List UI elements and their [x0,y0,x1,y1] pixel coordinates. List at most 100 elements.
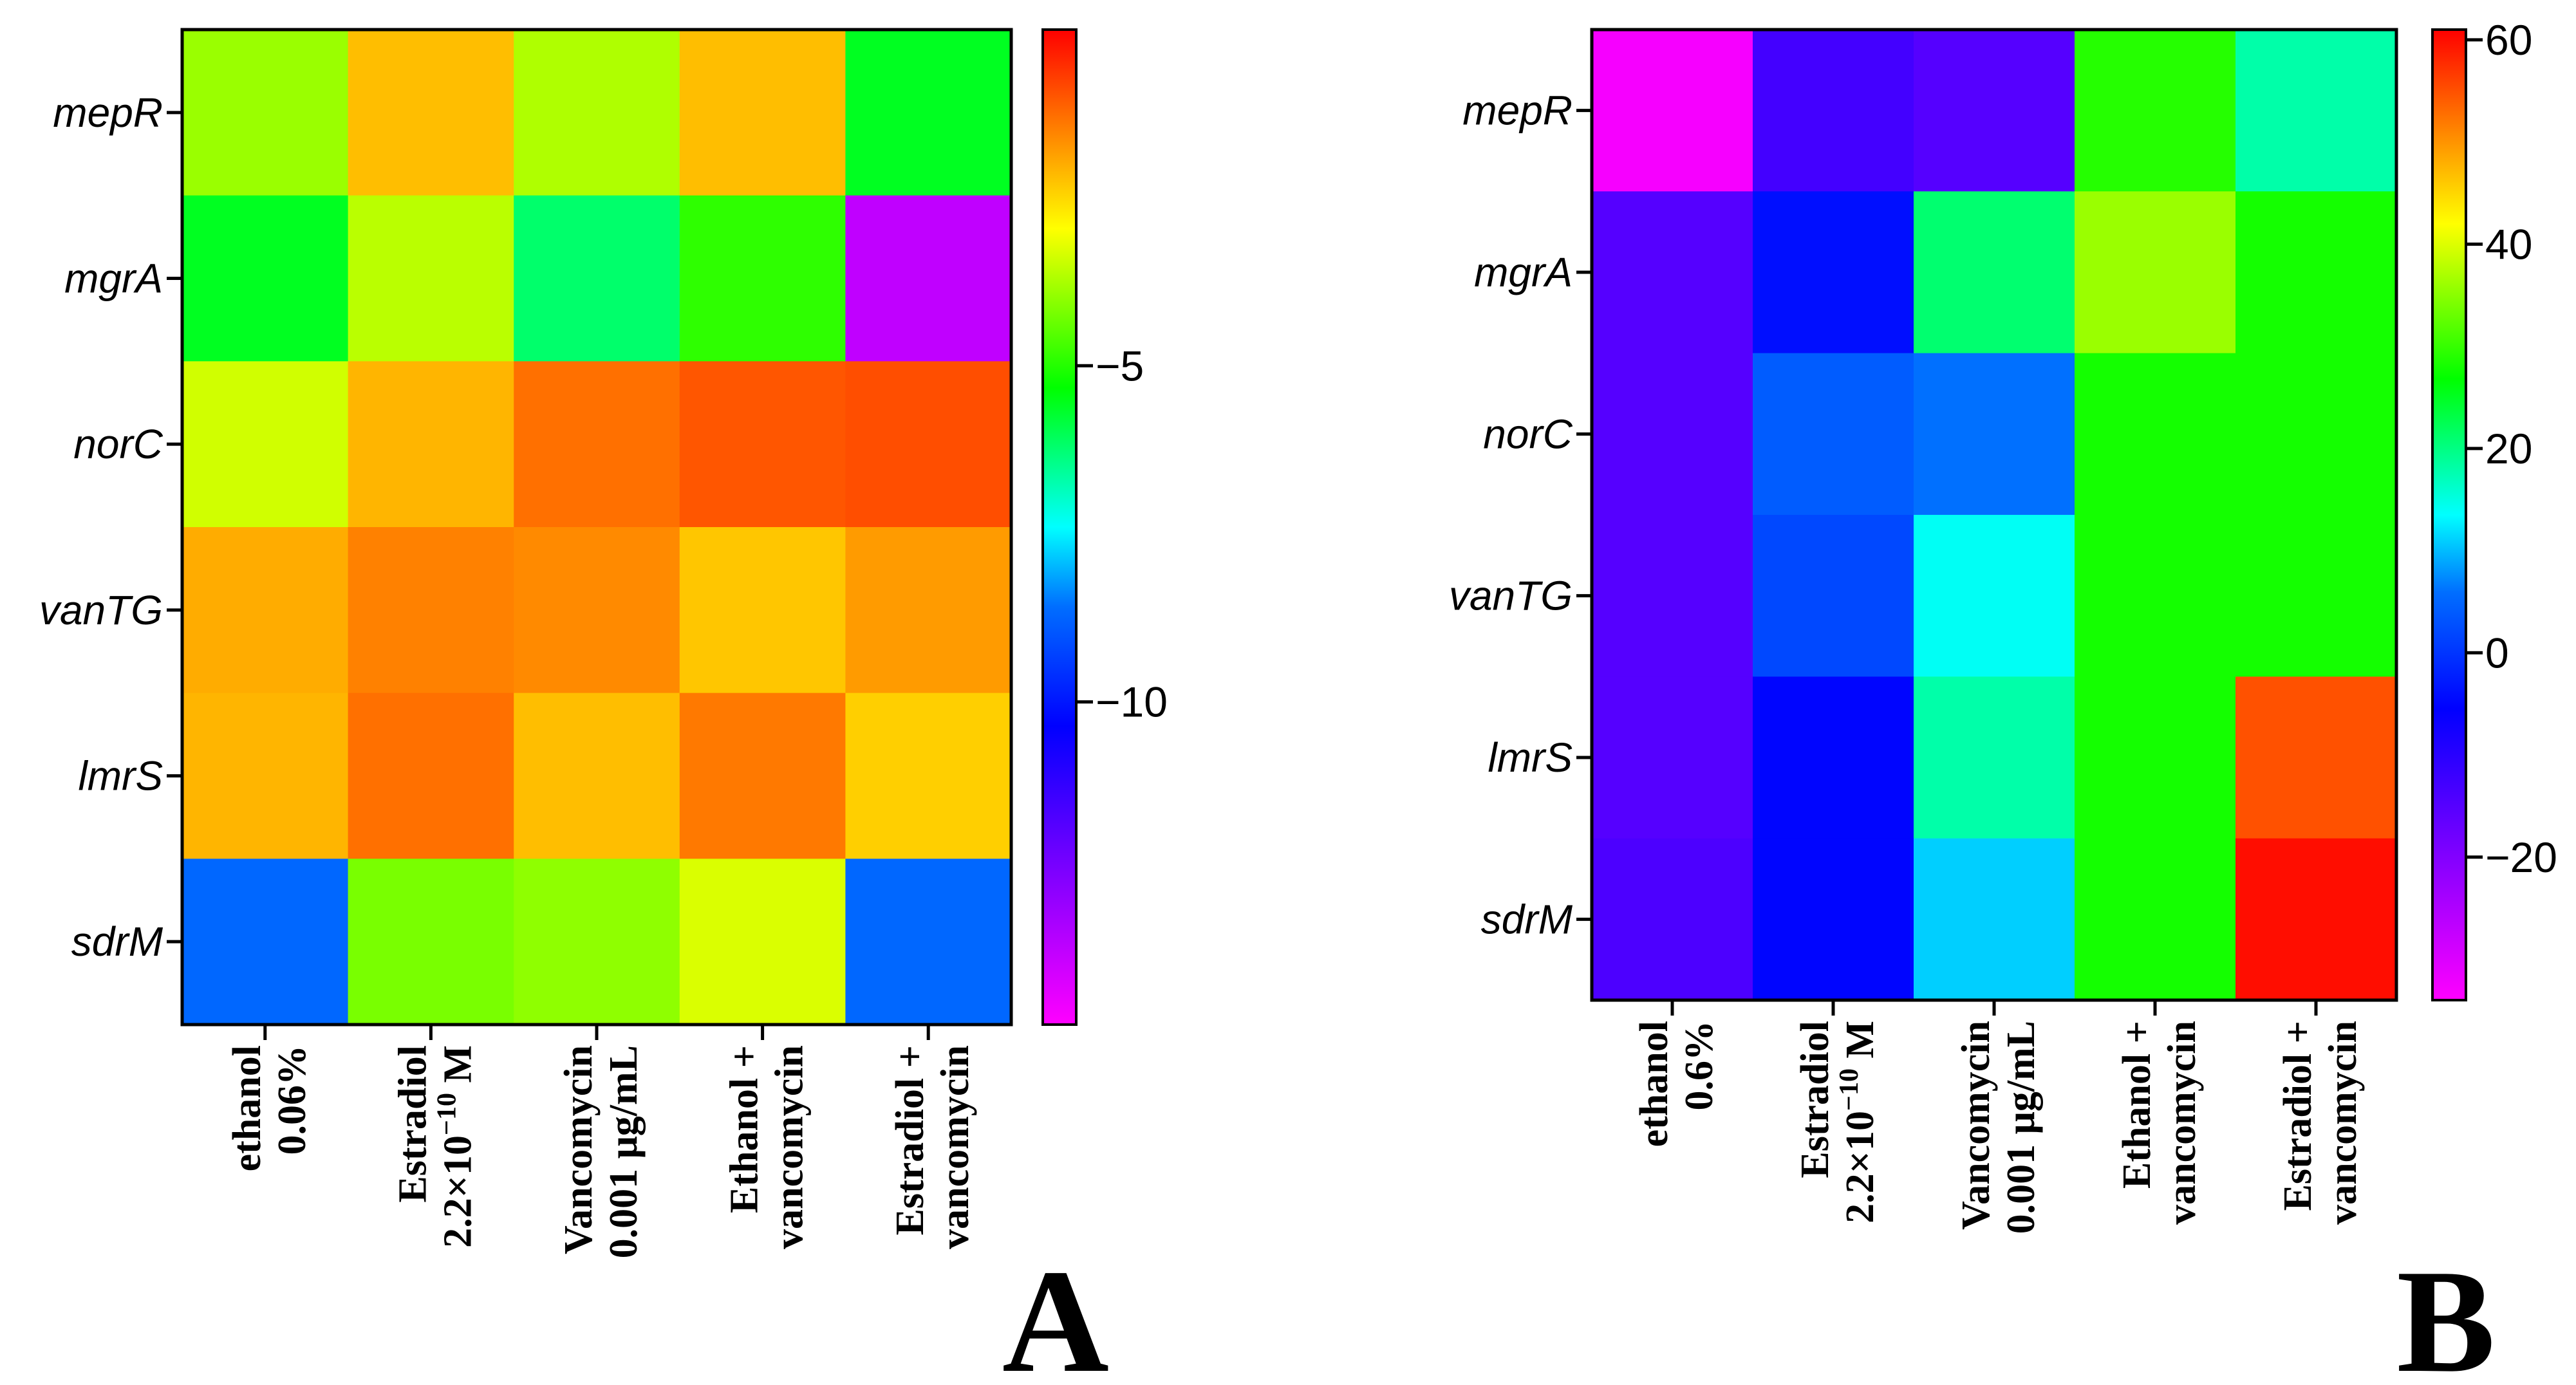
heatmap-cell [1753,515,1914,677]
column-label-line1: Estradiol + [888,1045,932,1235]
column-label-line1: Ethanol + [723,1045,767,1213]
heatmap-cell [1914,515,2075,677]
heatmap-cell [2235,676,2397,839]
heatmap-cell [348,361,514,528]
colorbar [2431,28,2467,1001]
heatmap-cell [348,527,514,694]
heatmap-cell [2235,30,2397,192]
heatmap-cell [1592,30,1753,192]
heatmap-cell [679,692,846,859]
column-label-line1: ethanol [225,1045,269,1171]
heatmap-cell [2235,191,2397,354]
column-label-line2: 0.6% [1677,1021,1721,1111]
colorbar-tick-label: −5 [1096,342,1144,389]
heatmap-cell [845,692,1012,859]
heatmap-cell [182,859,349,1025]
row-label-norC: norC [73,421,163,467]
colorbar-tick-label: 60 [2485,16,2532,64]
row-label-sdrM: sdrM [71,918,163,965]
heatmap-cell [679,859,846,1025]
row-label-sdrM: sdrM [1481,896,1573,942]
heatmap-cell [845,859,1012,1025]
heatmap-cell [679,527,846,694]
column-label-line2: vancomycin [2321,1021,2365,1225]
row-label-mepR: mepR [1462,88,1573,134]
label-part: M [436,1045,480,1093]
heatmap-cell [182,30,349,196]
column-label-line1: Vancomycin [557,1045,601,1254]
column-label-line1: Vancomycin [1954,1021,1998,1230]
label-part: 2.2×10 [1838,1111,1882,1223]
heatmap-cell [2075,30,2236,192]
colorbar-tick-label: 0 [2485,629,2509,676]
heatmap-cell [182,195,349,362]
heatmap-cell [2235,353,2397,516]
heatmap-cell [1914,353,2075,516]
label-part: M [1838,1021,1882,1068]
column-label-line1: Ethanol + [2115,1021,2159,1189]
heatmap-cell [2235,838,2397,1001]
column-label-line2: vancomycin [933,1045,977,1249]
heatmap-cell [348,859,514,1025]
column-label-line2: 2.2×10−10 M [432,1045,480,1248]
heatmap-cell [1753,353,1914,516]
heatmap-cell [182,692,349,859]
heatmap-cell [348,692,514,859]
heatmap-cell [514,30,680,196]
row-label-vanTG: vanTG [39,587,163,633]
colorbar-tick-label: 20 [2485,425,2532,472]
heatmap-cell [514,859,680,1025]
heatmap-cell [1592,353,1753,516]
heatmap-cell [2075,353,2236,516]
heatmap-cell [2075,838,2236,1001]
label-superscript: −10 [1834,1068,1864,1111]
heatmap-cell [1592,838,1753,1001]
heatmap-cell [845,527,1012,694]
heatmap-panel-a: mepR mgrA norC vanTG lmrS sdrM ethanol 0.06% Est… [39,28,1168,1385]
column-label-line2: vancomycin [768,1045,812,1249]
label-part: 2.2×10 [436,1135,480,1248]
panel-label: A [1002,1239,1109,1385]
colorbar [1041,28,1078,1026]
heatmap-cell [182,361,349,528]
heatmap-cell [1914,30,2075,192]
heatmap-cell [1753,30,1914,192]
heatmap-cell [1914,191,2075,354]
row-label-mgrA: mgrA [1474,249,1573,295]
row-label-lmrS: lmrS [78,753,163,799]
heatmap-cell [1914,676,2075,839]
column-label-line2: 0.06% [270,1045,314,1155]
column-label-line2: 0.001 μg/mL [602,1045,646,1258]
panel-label: B [2396,1239,2495,1385]
heatmap-cell [514,692,680,859]
heatmap-panel-b: mepR mgrA norC vanTG lmrS sdrM ethanol 0.6% Estr… [1449,16,2557,1385]
heatmap-cell [1753,838,1914,1001]
heatmap-cell [845,195,1012,362]
heatmap-cell [514,195,680,362]
heatmap-cell [2075,191,2236,354]
heatmap-cell [1914,838,2075,1001]
row-label-mepR: mepR [53,89,163,136]
colorbar-tick-label: −20 [2485,833,2557,881]
heatmap-cell [514,361,680,528]
heatmap-cell [679,361,846,528]
heatmap-cell [1592,191,1753,354]
colorbar-tick-label: −10 [1096,678,1168,726]
column-label-line1: Estradiol + [2276,1021,2320,1211]
heatmap-cell [1753,191,1914,354]
heatmap-cell [1592,515,1753,677]
row-label-lmrS: lmrS [1488,734,1573,781]
heatmap-cell [845,30,1012,196]
column-label-line1: ethanol [1632,1021,1676,1147]
heatmap-cell [514,527,680,694]
heatmap-cell [2075,515,2236,677]
row-label-norC: norC [1483,411,1573,457]
colorbar-tick-label: 40 [2485,220,2532,268]
column-label-line2: vancomycin [2160,1021,2204,1225]
column-label-line1: Estradiol [1793,1021,1837,1178]
row-label-vanTG: vanTG [1449,573,1573,619]
column-label-line2: 0.001 μg/mL [1999,1021,2043,1234]
row-label-mgrA: mgrA [64,256,163,302]
label-superscript: −10 [432,1093,462,1135]
